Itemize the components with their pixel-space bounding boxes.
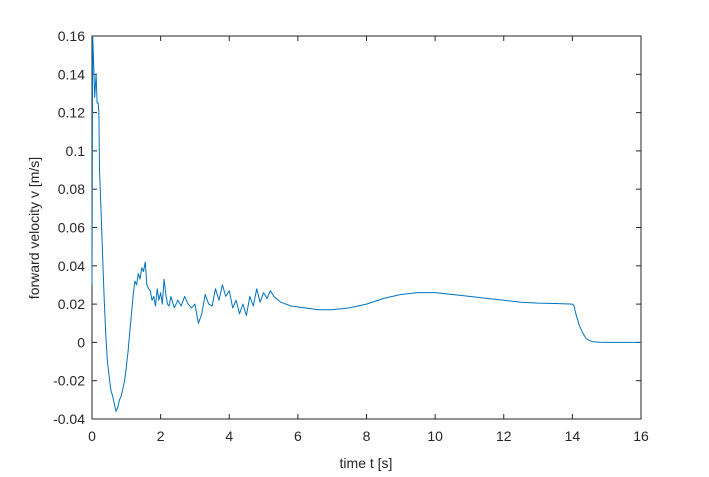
series-line <box>91 35 641 412</box>
x-tick-label: 8 <box>363 428 371 444</box>
x-tick-label: 10 <box>427 428 443 444</box>
axes-box <box>91 35 642 420</box>
x-tick-label: 12 <box>496 428 512 444</box>
x-axis-ticks: 0 2 4 6 8 10 12 14 16 <box>88 36 649 444</box>
y-tick-label: 0.04 <box>58 258 85 274</box>
y-axis-label: forward velocity v [m/s] <box>26 157 42 299</box>
y-tick-label: 0.1 <box>66 143 86 159</box>
y-tick-label: 0.14 <box>58 66 85 82</box>
series-group <box>91 35 641 412</box>
x-tick-label: 6 <box>294 428 302 444</box>
y-tick-label: 0.16 <box>58 28 85 44</box>
y-tick-label: -0.04 <box>53 411 85 427</box>
x-tick-label: 16 <box>633 428 649 444</box>
y-tick-label: 0 <box>77 334 85 350</box>
x-tick-label: 4 <box>225 428 233 444</box>
x-tick-label: 0 <box>88 428 96 444</box>
y-tick-label: 0.02 <box>58 296 85 312</box>
y-tick-label: 0.08 <box>58 181 85 197</box>
x-tick-label: 14 <box>565 428 581 444</box>
y-tick-label: -0.02 <box>53 373 85 389</box>
y-tick-label: 0.06 <box>58 220 85 236</box>
x-tick-label: 2 <box>157 428 165 444</box>
x-axis-label: time t [s] <box>340 455 393 471</box>
y-tick-label: 0.12 <box>58 105 85 121</box>
y-axis-ticks: -0.04 -0.02 0 0.02 0.04 0.06 0.08 0.1 0.12 0.14 0.… <box>53 28 641 427</box>
